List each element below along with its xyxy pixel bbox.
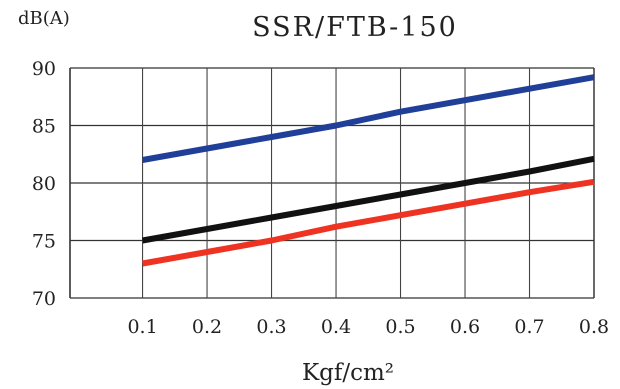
- x-tick-label: 0.6: [450, 316, 480, 338]
- x-tick-label: 0.4: [321, 316, 351, 338]
- y-tick-label: 85: [32, 116, 56, 138]
- x-axis-ticks: 0.1 0.2 0.3 0.4 0.5 0.6 0.7 0.8: [127, 316, 609, 338]
- series-line-1: [142, 74, 595, 163]
- x-tick-label: 0.1: [127, 316, 157, 338]
- y-axis-unit: dB(A): [18, 8, 70, 29]
- x-tick-label: 0.7: [514, 316, 544, 338]
- x-tick-label: 0.3: [256, 316, 286, 338]
- x-tick-label: 0.8: [579, 316, 609, 338]
- series-lines: [142, 74, 595, 267]
- series-line-3: [142, 178, 595, 267]
- y-tick-label: 70: [32, 288, 56, 310]
- x-tick-label: 0.5: [385, 316, 415, 338]
- x-axis-label: Kgf/cm²: [302, 360, 394, 386]
- y-tick-label: 90: [32, 58, 56, 80]
- series-line-2: [142, 155, 595, 244]
- chart-title: SSR/FTB-150: [252, 12, 458, 43]
- y-tick-label: 75: [32, 231, 56, 253]
- y-axis-ticks: 90 85 80 75 70: [32, 58, 56, 310]
- y-tick-label: 80: [32, 173, 56, 195]
- x-tick-label: 0.2: [192, 316, 222, 338]
